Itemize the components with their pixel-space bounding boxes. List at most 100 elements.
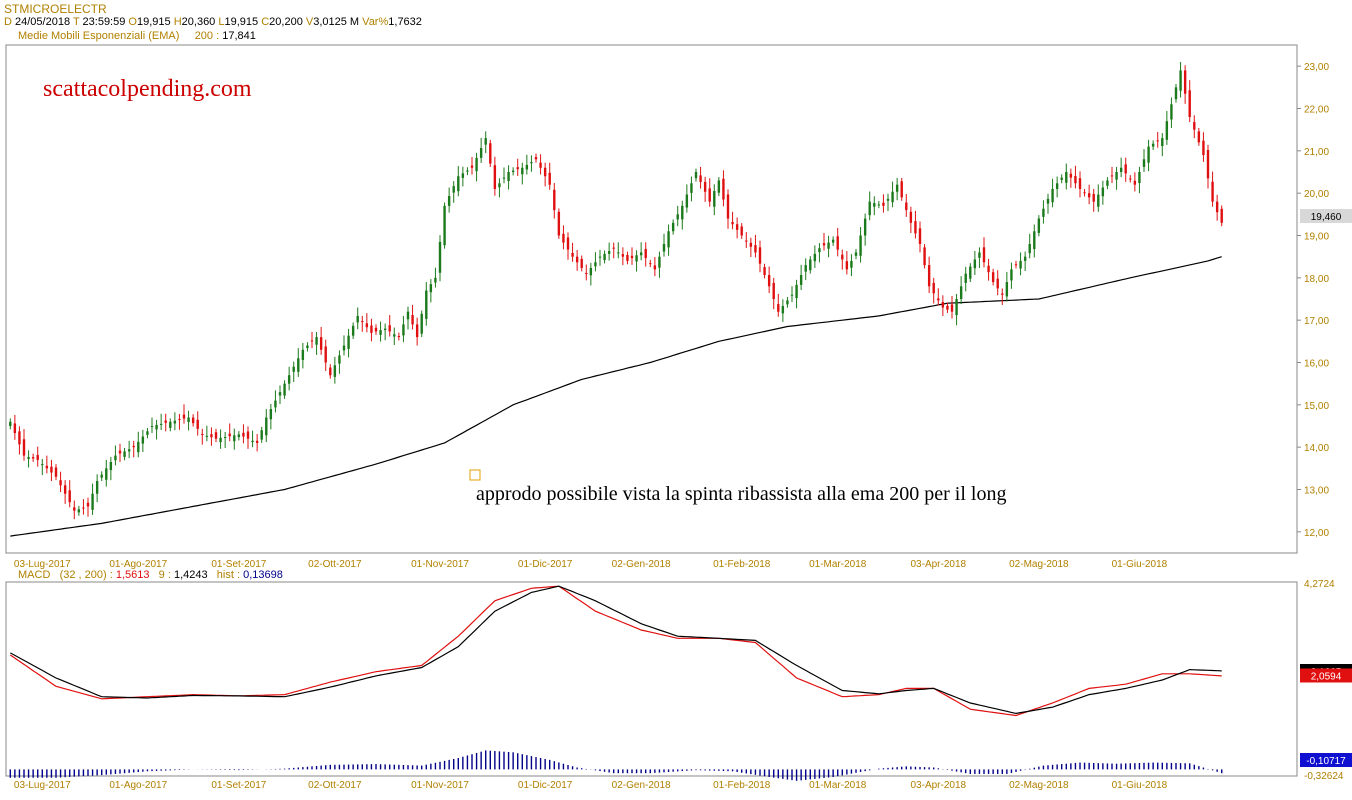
- candle-body: [1014, 264, 1018, 266]
- macd-value-label: -0,10717: [1306, 756, 1346, 767]
- macd-lines: [9, 585, 1222, 717]
- candle-body: [233, 435, 236, 442]
- candle-body: [237, 434, 241, 438]
- price-y-label: 20,00: [1304, 189, 1329, 200]
- candle-body: [731, 221, 734, 225]
- high-key: H: [173, 16, 182, 28]
- candle-body: [804, 265, 807, 272]
- candle-body: [301, 349, 305, 360]
- candle-body: [1215, 201, 1219, 213]
- candle-body: [1060, 177, 1063, 180]
- candle-body: [447, 195, 451, 206]
- candle-body: [809, 259, 812, 271]
- candle-body: [772, 282, 775, 299]
- candle-body: [786, 300, 789, 305]
- candle-body: [543, 167, 547, 177]
- candle-body: [1074, 175, 1077, 184]
- ema-period: 200: [194, 30, 214, 42]
- open-key: O: [128, 16, 137, 28]
- date-value: 24/05/2018: [15, 16, 71, 28]
- candle-body: [306, 345, 309, 349]
- candle-body: [22, 439, 26, 456]
- candle-body: [1138, 172, 1141, 184]
- candle-body: [539, 162, 542, 168]
- candle-body: [1097, 194, 1100, 207]
- candle-body: [1028, 243, 1031, 254]
- time-key: T: [72, 16, 80, 28]
- candle-body: [361, 321, 364, 323]
- price-y-label: 16,00: [1304, 359, 1329, 370]
- candle-body: [351, 325, 355, 336]
- chart-header: STMICROELECTR: [4, 2, 107, 16]
- date-key: D: [4, 16, 12, 28]
- candle-body: [466, 170, 469, 172]
- candle-body: [845, 261, 849, 270]
- candle-body: [329, 367, 332, 376]
- candle-body: [630, 255, 634, 259]
- candle-body: [589, 267, 593, 276]
- candle-body: [475, 157, 478, 172]
- candle-body: [685, 194, 689, 208]
- high-value: 20,360: [181, 16, 216, 28]
- hist-value: 0,13698: [243, 569, 283, 581]
- candle-body: [150, 426, 154, 427]
- candle-body: [1065, 172, 1068, 183]
- candle-body: [164, 420, 167, 423]
- candle-body: [470, 165, 474, 168]
- candle-body: [146, 431, 149, 435]
- candle-body: [699, 175, 702, 182]
- macd-params: (32 , 200) :: [59, 569, 113, 581]
- candle-body: [818, 248, 821, 253]
- macd-x-label: 01-Set-2017: [211, 780, 266, 791]
- candle-body: [479, 148, 483, 158]
- candle-body: [242, 432, 245, 437]
- candle-body: [740, 226, 743, 236]
- price-y-label: 15,00: [1304, 401, 1329, 412]
- macd-x-label: 03-Lug-2017: [14, 780, 71, 791]
- hist-key: hist :: [216, 569, 241, 581]
- candle-body: [557, 211, 561, 236]
- candle-body: [118, 450, 122, 454]
- candle-body: [59, 480, 62, 486]
- candle-body: [1129, 178, 1132, 180]
- candle-body: [434, 277, 437, 283]
- candle-body: [735, 224, 739, 230]
- candle-body: [1220, 208, 1223, 223]
- candle-body: [941, 302, 945, 308]
- candle-body: [159, 423, 163, 425]
- candle-body: [1078, 178, 1082, 189]
- low-key: L: [218, 16, 225, 28]
- volume-value: 3,0125 M: [313, 16, 360, 28]
- candle-body: [269, 409, 273, 420]
- candle-body: [484, 138, 487, 145]
- candle-body: [73, 507, 76, 511]
- candle-body: [63, 485, 67, 494]
- price-x-label: 01-Ago-2017: [109, 559, 167, 570]
- candle-body: [1033, 231, 1036, 250]
- candle-body: [1188, 90, 1191, 117]
- candle-body: [196, 419, 199, 429]
- candle-body: [795, 284, 798, 299]
- candle-body: [914, 221, 917, 234]
- price-x-label: 03-Lug-2017: [14, 559, 71, 570]
- price-axis: 12,00 13,00 14,00 15,00 16,00 17,00 18,00 19,00…: [1297, 62, 1329, 539]
- candle-body: [201, 433, 204, 435]
- macd-y-label: 4,2724: [1304, 579, 1335, 590]
- candle-body: [617, 252, 620, 254]
- candle-body: [534, 157, 538, 160]
- candle-body: [799, 275, 803, 285]
- candle-body: [882, 202, 885, 206]
- candle-body: [868, 201, 871, 216]
- ema-colon: :: [216, 30, 220, 42]
- price-x-label: 02-Gen-2018: [612, 559, 671, 570]
- candle-body: [566, 237, 570, 250]
- candle-body: [1101, 187, 1105, 197]
- candle-body: [374, 327, 378, 332]
- macd-x-label: 02-Ott-2017: [308, 780, 362, 791]
- candle-body: [274, 400, 277, 408]
- candle-body: [333, 365, 337, 377]
- macd-x-label: 01-Giu-2018: [1112, 780, 1168, 791]
- candle-body: [973, 259, 977, 269]
